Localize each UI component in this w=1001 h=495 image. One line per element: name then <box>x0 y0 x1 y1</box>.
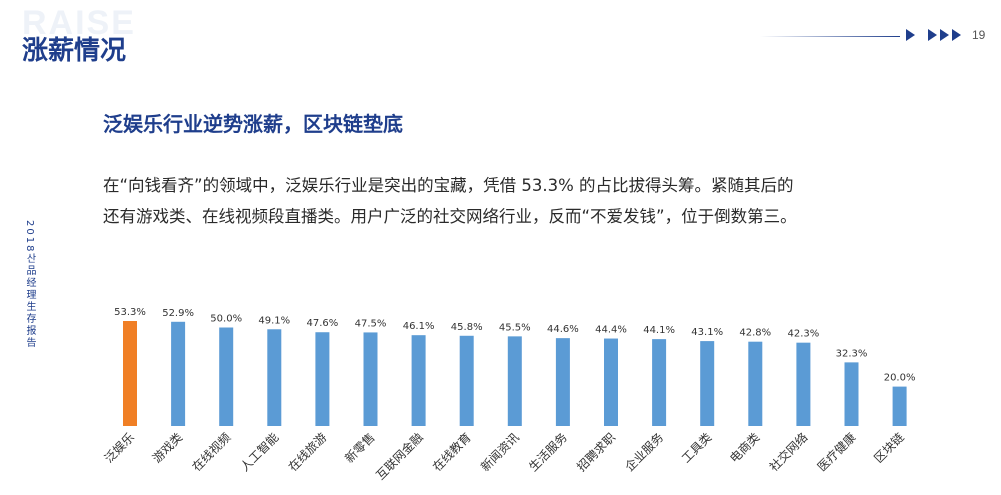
paragraph-line: 还有游戏类、在线视频段直播类。用户广泛的社交网络行业，反而“不爱发钱”，位于倒数… <box>103 207 797 226</box>
category-label: 泛娱乐 <box>102 430 137 465</box>
category-label: 新闻资讯 <box>477 430 522 475</box>
header-divider <box>760 36 900 37</box>
description-paragraph: 在“向钱看齐”的领域中，泛娱乐行业是突出的宝藏，凭借 53.3% 的占比拔得头筹… <box>103 170 963 232</box>
data-label: 42.8% <box>739 328 771 339</box>
page-number: 19 <box>972 28 986 42</box>
data-label: 46.1% <box>403 321 435 332</box>
category-label: 工具类 <box>679 430 714 465</box>
data-label: 47.5% <box>355 318 387 329</box>
bar <box>267 329 282 426</box>
page-title: 涨薪情况 <box>22 36 127 66</box>
section-subtitle: 泛娱乐行业逆势涨薪，区块链垫底 <box>103 112 403 136</box>
bar <box>748 341 763 426</box>
bar <box>219 327 234 426</box>
arrow-right-icon <box>906 29 915 41</box>
bar <box>171 321 186 426</box>
category-label: 人工智能 <box>237 430 282 475</box>
bar <box>844 362 859 426</box>
category-label: 在线视频 <box>189 430 234 475</box>
bar <box>796 342 811 426</box>
sidebar-report-title: 2018산品经理生存报告 <box>24 220 35 350</box>
bar <box>555 338 570 426</box>
data-label: 32.3% <box>836 348 868 359</box>
data-label: 45.5% <box>499 322 531 333</box>
bar <box>459 335 474 426</box>
data-label: 49.1% <box>258 315 290 326</box>
arrow-right-icon <box>940 29 949 41</box>
arrow-right-icon <box>952 29 961 41</box>
bar <box>123 321 137 426</box>
data-label: 42.3% <box>788 329 820 340</box>
arrow-right-icon <box>928 29 937 41</box>
category-label: 招聘求职 <box>574 430 618 474</box>
bar <box>652 339 667 426</box>
watermark-text: RAISE <box>22 4 136 42</box>
data-label: 44.1% <box>643 325 675 336</box>
bar <box>507 336 522 426</box>
category-label: 新零售 <box>342 430 378 466</box>
category-label: 社交网络 <box>766 430 811 475</box>
category-label: 电商类 <box>726 430 762 466</box>
category-label: 互联网金融 <box>373 430 426 483</box>
category-label: 游戏类 <box>150 430 185 465</box>
data-label: 53.3% <box>114 307 146 318</box>
bar <box>700 341 715 426</box>
category-label: 区块链 <box>871 430 907 466</box>
category-label: 医疗健康 <box>814 430 859 475</box>
bar <box>315 332 330 426</box>
data-label: 43.1% <box>691 327 723 338</box>
data-label: 44.6% <box>547 324 579 335</box>
data-label: 45.8% <box>451 322 483 333</box>
bar <box>363 332 378 426</box>
data-label: 50.0% <box>210 314 242 325</box>
data-label: 52.9% <box>162 308 194 319</box>
data-label: 20.0% <box>884 373 916 384</box>
bar <box>411 335 426 426</box>
bar <box>892 386 907 426</box>
data-label: 47.6% <box>307 318 339 329</box>
bar <box>604 338 618 426</box>
category-label: 生活服务 <box>525 430 570 475</box>
data-label: 44.4% <box>595 325 627 336</box>
category-label: 企业服务 <box>622 430 667 475</box>
category-label: 在线旅游 <box>286 430 330 474</box>
paragraph-line: 在“向钱看齐”的领域中，泛娱乐行业是突出的宝藏，凭借 53.3% 的占比拔得头筹… <box>103 176 794 195</box>
category-label: 在线教育 <box>429 430 474 475</box>
